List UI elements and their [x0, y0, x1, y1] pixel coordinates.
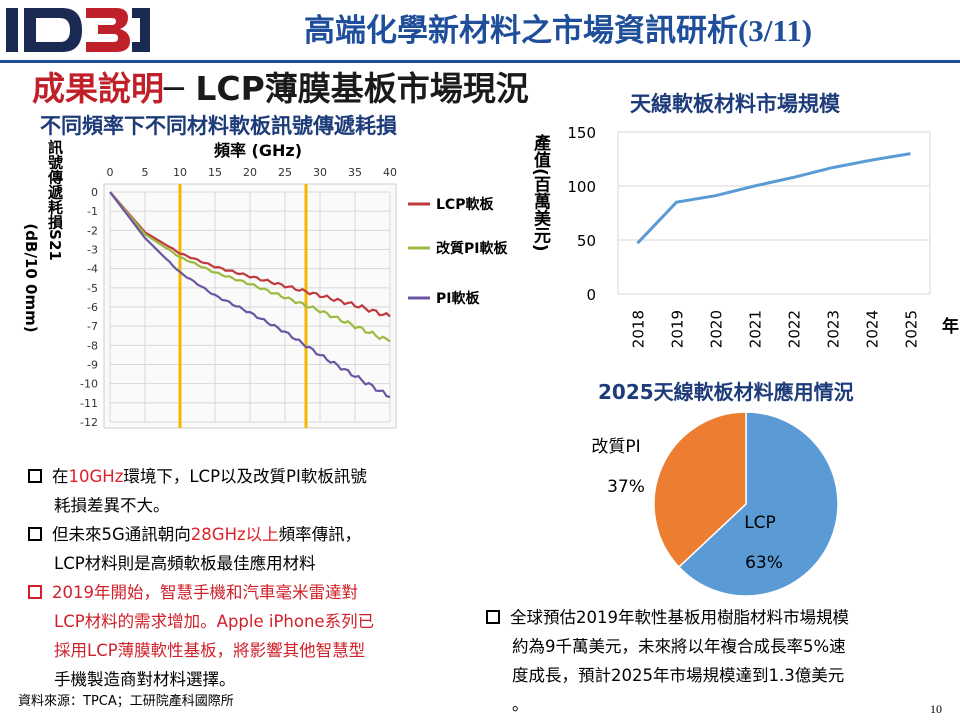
- highlight-text: 28GHz以上: [190, 525, 279, 544]
- pie-slice-label: LCP: [744, 513, 776, 533]
- y-tick-label: -7: [87, 320, 98, 333]
- x-axis-unit: 年: [942, 316, 959, 337]
- title-divider: [0, 60, 960, 63]
- x-tick-label: 2021: [747, 310, 765, 348]
- square-bullet-icon: [28, 468, 42, 483]
- square-bullet-icon: [28, 584, 42, 599]
- market-size-line: [636, 152, 911, 245]
- bullet-item-highlight: 2019年開始，智慧手機和汽車毫米雷達對 LCP材料的需求增加。Apple iP…: [28, 578, 488, 665]
- y-tick-label: 50: [577, 232, 596, 250]
- pie-slice-value: 37%: [607, 477, 645, 497]
- bullet-list: 在10GHz環境下，LCP以及改質PI軟板訊號 耗損差異不大。 但未來5G通訊朝…: [28, 462, 488, 694]
- legend-label: PI軟板: [436, 290, 480, 307]
- market-size-chart: 0 50 100 150 2018 2019 2020 2021 2022 2023 2024 202…: [530, 124, 959, 348]
- y-tick-label: -9: [87, 359, 98, 372]
- x-tick-label: 35: [348, 166, 362, 179]
- signal-loss-chart: 0 5 10 15 20 25 30 35 40 0 -1 -2 -3 -4 -5 -6 -7 -8 -9 -10 -1…: [22, 138, 508, 429]
- y-axis-unit-label: (dB/10 0mm): [22, 223, 40, 332]
- square-bullet-icon: [28, 526, 42, 541]
- x-tick-label: 2020: [708, 310, 726, 348]
- bullet-text: 在: [52, 467, 69, 486]
- signal-loss-grid: [103, 183, 397, 429]
- y-axis-title: 訊號傳遞耗損S21: [46, 138, 64, 260]
- page-number: 10: [930, 702, 942, 716]
- x-tick-label: 2025: [903, 310, 921, 348]
- pie-chart-title: 2025天線軟板材料應用情況: [598, 380, 854, 404]
- y-tick-label: -2: [87, 224, 98, 237]
- signal-loss-series: [109, 191, 391, 399]
- y-tick-label: -8: [87, 339, 98, 352]
- heading-red-label: 成果說明: [32, 69, 164, 108]
- y-tick-label: 0: [586, 286, 596, 304]
- bullet-item: 但未來5G通訊朝向28GHz以上頻率傳訊， LCP材料則是高頻軟板最佳應用材料: [28, 520, 488, 578]
- x-tick-label: 0: [107, 166, 114, 179]
- y-tick-label: -4: [87, 263, 98, 276]
- legend-label: LCP軟板: [436, 196, 494, 213]
- square-bullet-icon: [486, 609, 500, 624]
- pie-slice: [653, 411, 747, 569]
- y-tick-label: -1: [87, 205, 98, 218]
- market-size-chart-title: 天線軟板材料市場規模: [630, 92, 840, 116]
- series-line: [109, 191, 391, 318]
- x-tick-label: 15: [208, 166, 222, 179]
- section-heading: 成果說明─ LCP薄膜基板市場現況: [32, 69, 529, 108]
- y-axis-title: 產值(百萬美元): [530, 133, 551, 252]
- x-tick-label: 25: [278, 166, 292, 179]
- pie-slice-value: 63%: [745, 553, 783, 573]
- heading-label: LCP薄膜基板市場現況: [183, 69, 529, 108]
- market-forecast-bullet: 全球預估2019年軟性基板用樹脂材料市場規模 約為9千萬美元，未來將以年複合成長…: [486, 603, 958, 719]
- x-tick-label: 2022: [786, 310, 804, 348]
- x-tick-label: 2023: [825, 310, 843, 348]
- x-tick-label: 2018: [630, 310, 648, 348]
- y-tick-label: -11: [80, 397, 98, 410]
- x-tick-label: 5: [142, 166, 149, 179]
- y-tick-label: -5: [87, 282, 98, 295]
- bullet-text: 頻率傳訊，: [278, 525, 362, 544]
- bullet-text: 環境下，LCP以及改質PI軟板訊號: [123, 467, 367, 486]
- bullet-item: 在10GHz環境下，LCP以及改質PI軟板訊號 耗損差異不大。: [28, 462, 488, 520]
- x-tick-label: 2024: [864, 310, 882, 348]
- y-tick-label: 150: [567, 124, 596, 142]
- x-tick-label: 2019: [669, 310, 687, 348]
- x-tick-label: 20: [243, 166, 257, 179]
- y-tick-label: 100: [567, 178, 596, 196]
- series-line: [109, 191, 391, 343]
- y-tick-label: -12: [80, 416, 98, 429]
- id3b-logo: [6, 8, 150, 52]
- y-tick-label: -6: [87, 301, 98, 314]
- y-tick-label: -10: [80, 378, 98, 391]
- series-line: [109, 191, 391, 399]
- slide-title: 高端化學新材料之市場資訊研析(3/11): [303, 13, 813, 49]
- y-tick-label: -3: [87, 244, 98, 257]
- source-note: 資料來源：TPCA；工研院產科國際所: [18, 694, 234, 709]
- bullet-text: 但未來5G通訊朝向: [52, 525, 191, 544]
- y-tick-label: 0: [91, 186, 98, 199]
- application-pie-chart: LCP 63% 改質PI 37%: [591, 411, 839, 597]
- pie-slice: [677, 411, 839, 597]
- legend-label: 改質PI軟板: [436, 240, 508, 257]
- x-axis-title: 頻率 (GHz): [214, 141, 302, 160]
- x-tick-label: 10: [173, 166, 187, 179]
- highlight-text: 10GHz: [68, 467, 124, 486]
- left-chart-subtitle: 不同頻率下不同材料軟板訊號傳遞耗損: [40, 114, 397, 138]
- x-tick-label: 30: [313, 166, 327, 179]
- pie-slice-label: 改質PI: [591, 437, 640, 457]
- x-tick-label: 40: [383, 166, 397, 179]
